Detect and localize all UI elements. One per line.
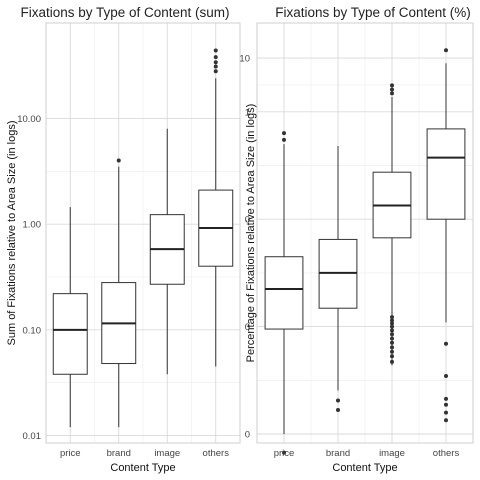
box-price: [52, 207, 88, 428]
outlier-point: [213, 64, 218, 69]
box-image: [372, 83, 412, 366]
y-tick-label: 1: [245, 107, 250, 118]
outlier-point: [444, 341, 448, 346]
outlier-point: [390, 345, 394, 350]
x-axis-title: Content Type: [110, 462, 175, 474]
y-tick-label: 0: [245, 430, 250, 441]
box-price: [264, 131, 304, 455]
x-tick-label: brand: [107, 448, 131, 459]
outlier-point: [282, 137, 286, 142]
y-tick-label: 0: [245, 215, 250, 226]
outlier-point: [336, 398, 340, 403]
outlier-point: [390, 87, 394, 92]
outlier-point: [390, 354, 394, 359]
y-axis-title: Percentage of Fixations relative to Area…: [245, 104, 257, 363]
outlier-point: [213, 55, 218, 60]
box-brand: [318, 146, 358, 412]
chart-title: Fixations by Type of Content (sum): [20, 5, 229, 20]
outlier-point: [390, 321, 394, 326]
outlier-point: [390, 318, 394, 323]
outlier-point: [390, 349, 394, 354]
outlier-point: [336, 407, 340, 412]
outlier-point: [390, 328, 394, 333]
x-tick-label: image: [379, 448, 405, 459]
outlier-point: [444, 402, 448, 407]
outlier-point: [390, 83, 394, 88]
outlier-point: [444, 374, 448, 379]
x-tick-label: brand: [326, 448, 350, 459]
outlier-point: [116, 158, 121, 163]
outlier-point: [390, 332, 394, 337]
outlier-point: [213, 60, 218, 65]
y-tick-label: 10: [239, 54, 250, 65]
y-tick-label: 10.00: [17, 114, 41, 125]
outlier-point: [390, 336, 394, 341]
y-tick-label: 0.01: [23, 431, 42, 442]
outlier-point: [282, 450, 286, 455]
panel-1: 0.01 0.10 1.00 10.00 price brand image others Fi…: [6, 5, 241, 474]
outlier-point: [444, 418, 448, 423]
y-tick-label: 1.00: [23, 220, 42, 231]
outlier-point: [213, 69, 218, 74]
outlier-point: [390, 340, 394, 345]
panel-2: 000110pricebrandimageothersFixations by …: [239, 5, 474, 474]
outlier-point: [390, 315, 394, 320]
panel-border: [45, 22, 241, 444]
outlier-point: [390, 324, 394, 329]
outlier-point: [444, 396, 448, 401]
outlier-point: [390, 359, 394, 364]
outlier-point: [390, 91, 394, 96]
outlier-point: [213, 48, 218, 53]
y-axis-title: Sum of Fixations relative to Area Size (…: [6, 121, 18, 346]
panel-border: [256, 22, 474, 444]
x-tick-label: others: [433, 448, 460, 459]
box-others: [426, 48, 466, 423]
outlier-point: [444, 410, 448, 415]
chart-title: Fixations by Type of Content (%): [275, 5, 471, 20]
x-tick-label: price: [60, 448, 81, 459]
outlier-point: [444, 48, 448, 53]
box-body: [426, 128, 466, 220]
box-image: [149, 128, 185, 375]
box-brand: [101, 158, 137, 428]
box-body: [264, 256, 304, 330]
y-tick-label: 0.10: [23, 325, 42, 336]
x-tick-label: image: [154, 448, 180, 459]
outlier-point: [282, 131, 286, 136]
y-tick-label: 0: [245, 322, 250, 333]
box-body: [52, 293, 88, 375]
box-others: [198, 48, 234, 367]
x-tick-label: others: [203, 448, 230, 459]
x-axis-title: Content Type: [332, 462, 397, 474]
